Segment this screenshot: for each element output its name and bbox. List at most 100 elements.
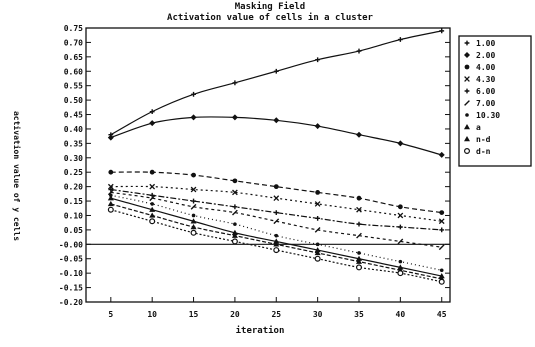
legend-marker bbox=[464, 100, 470, 106]
legend-box bbox=[458, 35, 532, 167]
y-tick-label: 0.70 bbox=[64, 38, 83, 47]
data-point bbox=[397, 238, 404, 245]
data-point bbox=[356, 255, 362, 261]
legend-marker bbox=[464, 76, 470, 82]
data-point bbox=[149, 183, 156, 190]
data-point bbox=[191, 198, 196, 204]
y-tick-label: 0.30 bbox=[64, 154, 83, 163]
data-point bbox=[273, 184, 279, 190]
data-point bbox=[315, 57, 321, 63]
data-point bbox=[232, 204, 238, 210]
legend-label: 10.30 bbox=[476, 111, 500, 120]
series-4 bbox=[108, 187, 445, 233]
legend-label: 7.00 bbox=[476, 99, 495, 108]
y-tick-label: -0.20 bbox=[59, 298, 83, 307]
data-point bbox=[107, 183, 114, 190]
chart-title: Masking Field bbox=[235, 1, 305, 12]
y-tick-label: -0.10 bbox=[59, 269, 83, 278]
data-point bbox=[190, 224, 197, 230]
legend-marker bbox=[464, 52, 470, 58]
data-point bbox=[274, 233, 279, 238]
data-point bbox=[233, 222, 237, 226]
legend-marker bbox=[464, 88, 470, 94]
data-point bbox=[190, 114, 197, 121]
y-tick-label: 0.65 bbox=[64, 53, 83, 62]
data-point bbox=[107, 206, 114, 213]
data-point bbox=[149, 120, 156, 127]
y-tick-label: 0.20 bbox=[64, 183, 83, 192]
data-point bbox=[314, 201, 321, 207]
y-tick-label: 0.15 bbox=[64, 197, 83, 206]
series-9 bbox=[107, 206, 445, 285]
x-axis: 5 10 15 20 25 30 35 40 45 bbox=[108, 297, 447, 319]
data-point bbox=[357, 251, 361, 255]
data-point bbox=[438, 218, 445, 225]
data-point bbox=[149, 195, 156, 202]
data-point bbox=[356, 195, 362, 201]
data-point bbox=[398, 259, 403, 264]
y-tick-label: 0.55 bbox=[64, 82, 83, 91]
data-point bbox=[397, 264, 404, 270]
series-3 bbox=[107, 183, 445, 225]
legend: 1.00 2.00 4.00 4.30 6.00 7.00 10.30 a n-d d-n bbox=[464, 39, 500, 156]
x-tick-label: 10 bbox=[147, 310, 157, 319]
data-point bbox=[231, 229, 238, 235]
data-point bbox=[315, 190, 321, 195]
x-tick-label: 25 bbox=[271, 310, 281, 319]
legend-label: 2.00 bbox=[476, 51, 495, 60]
series-0 bbox=[108, 28, 445, 138]
data-point bbox=[190, 229, 197, 236]
series-layer bbox=[107, 28, 445, 285]
series-1 bbox=[107, 114, 445, 158]
data-point bbox=[356, 264, 363, 271]
data-point bbox=[273, 195, 280, 202]
x-tick-label: 15 bbox=[189, 310, 199, 319]
x-tick-label: 40 bbox=[396, 310, 406, 319]
data-point bbox=[190, 186, 197, 193]
data-point bbox=[190, 218, 197, 224]
data-point bbox=[356, 48, 362, 54]
x-tick-label: 5 bbox=[108, 310, 113, 319]
legend-label: 4.30 bbox=[476, 75, 495, 84]
y-axis-label: activation value of y cells bbox=[12, 111, 22, 241]
data-point bbox=[439, 28, 445, 34]
series-line bbox=[110, 209, 442, 283]
legend-label: n-d bbox=[476, 135, 491, 144]
data-point bbox=[273, 210, 279, 215]
y-tick-label: 0.40 bbox=[64, 125, 83, 134]
data-point bbox=[149, 206, 156, 212]
data-point bbox=[149, 218, 156, 225]
data-point bbox=[315, 215, 321, 221]
data-point bbox=[149, 169, 155, 175]
legend-marker bbox=[464, 124, 470, 130]
data-point bbox=[356, 232, 362, 239]
x-tick-label: 35 bbox=[354, 310, 364, 319]
data-point bbox=[397, 270, 404, 277]
y-tick-label: 0.25 bbox=[64, 168, 83, 177]
data-point bbox=[439, 227, 445, 233]
legend-marker bbox=[464, 40, 470, 46]
chart-subtitle: Activation value of cells in a cluster bbox=[167, 12, 373, 23]
data-point bbox=[108, 169, 114, 175]
y-tick-label: 0.35 bbox=[64, 139, 83, 148]
data-point bbox=[315, 242, 320, 247]
data-point bbox=[232, 189, 238, 196]
y-tick-label: -0.00 bbox=[59, 240, 83, 249]
data-point bbox=[356, 258, 362, 264]
data-point bbox=[149, 109, 155, 115]
series-line bbox=[110, 194, 442, 271]
legend-marker bbox=[464, 148, 471, 155]
legend-label: a bbox=[476, 123, 481, 132]
series-line bbox=[110, 188, 442, 231]
data-point bbox=[232, 209, 238, 216]
data-point bbox=[397, 140, 404, 147]
x-tick-label: 20 bbox=[230, 310, 240, 319]
data-point bbox=[108, 187, 114, 192]
series-5 bbox=[107, 189, 445, 251]
legend-label: d-n bbox=[476, 147, 491, 156]
data-point bbox=[314, 227, 321, 233]
data-point bbox=[231, 238, 238, 245]
data-point bbox=[439, 210, 445, 215]
legend-marker bbox=[464, 136, 470, 142]
